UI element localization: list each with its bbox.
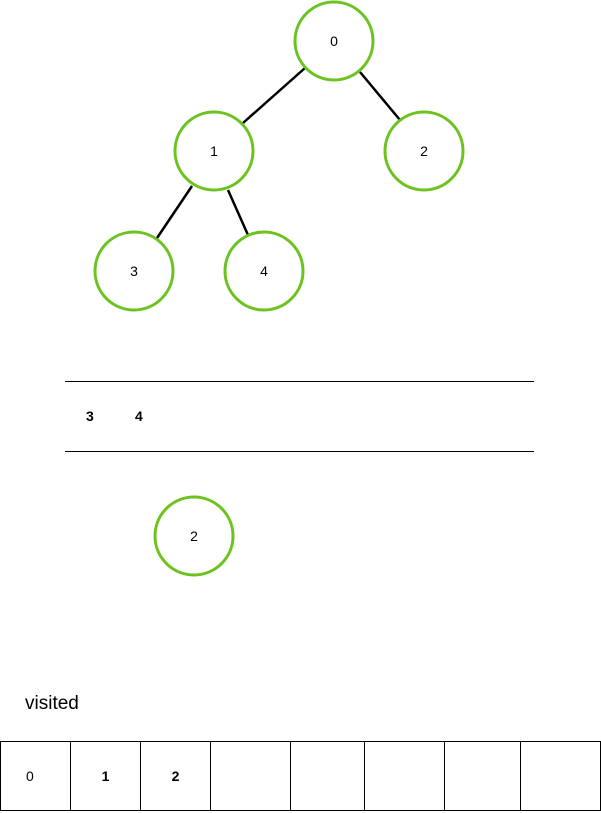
visited-cell	[210, 741, 291, 811]
visited-label: visited	[25, 693, 79, 714]
tree-node-2: 2	[383, 110, 465, 192]
tree-node-4: 4	[223, 230, 305, 312]
current-node: 2	[153, 495, 235, 577]
visited-cell: 0	[0, 741, 71, 811]
edge-0-1	[242, 67, 306, 124]
visited-cell	[520, 741, 601, 811]
visited-cell	[444, 741, 521, 811]
visited-cell: 1	[70, 741, 141, 811]
edge-0-2	[359, 71, 401, 121]
tree-node-label: 0	[330, 33, 338, 49]
queue-item: 3	[86, 408, 94, 424]
tree-node-0: 0	[293, 0, 375, 82]
queue-bottom-border	[65, 451, 534, 452]
queue-top-border	[65, 381, 534, 382]
visited-cell	[364, 741, 445, 811]
tree-node-1: 1	[173, 110, 255, 192]
visited-array: 0 1 2	[0, 741, 601, 811]
edge-1-3	[153, 185, 194, 242]
visited-cell: 2	[140, 741, 211, 811]
tree-node-label: 2	[420, 143, 428, 159]
tree-diagram: 0 1 2 3 4 2	[93, 0, 465, 577]
current-node-label: 2	[190, 528, 198, 544]
tree-node-label: 3	[130, 263, 138, 279]
tree-node-label: 4	[260, 263, 268, 279]
tree-node-3: 3	[93, 230, 175, 312]
edge-1-4	[226, 189, 250, 236]
visited-cell	[290, 741, 365, 811]
tree-node-label: 1	[210, 143, 218, 159]
queue-item: 4	[135, 408, 143, 424]
